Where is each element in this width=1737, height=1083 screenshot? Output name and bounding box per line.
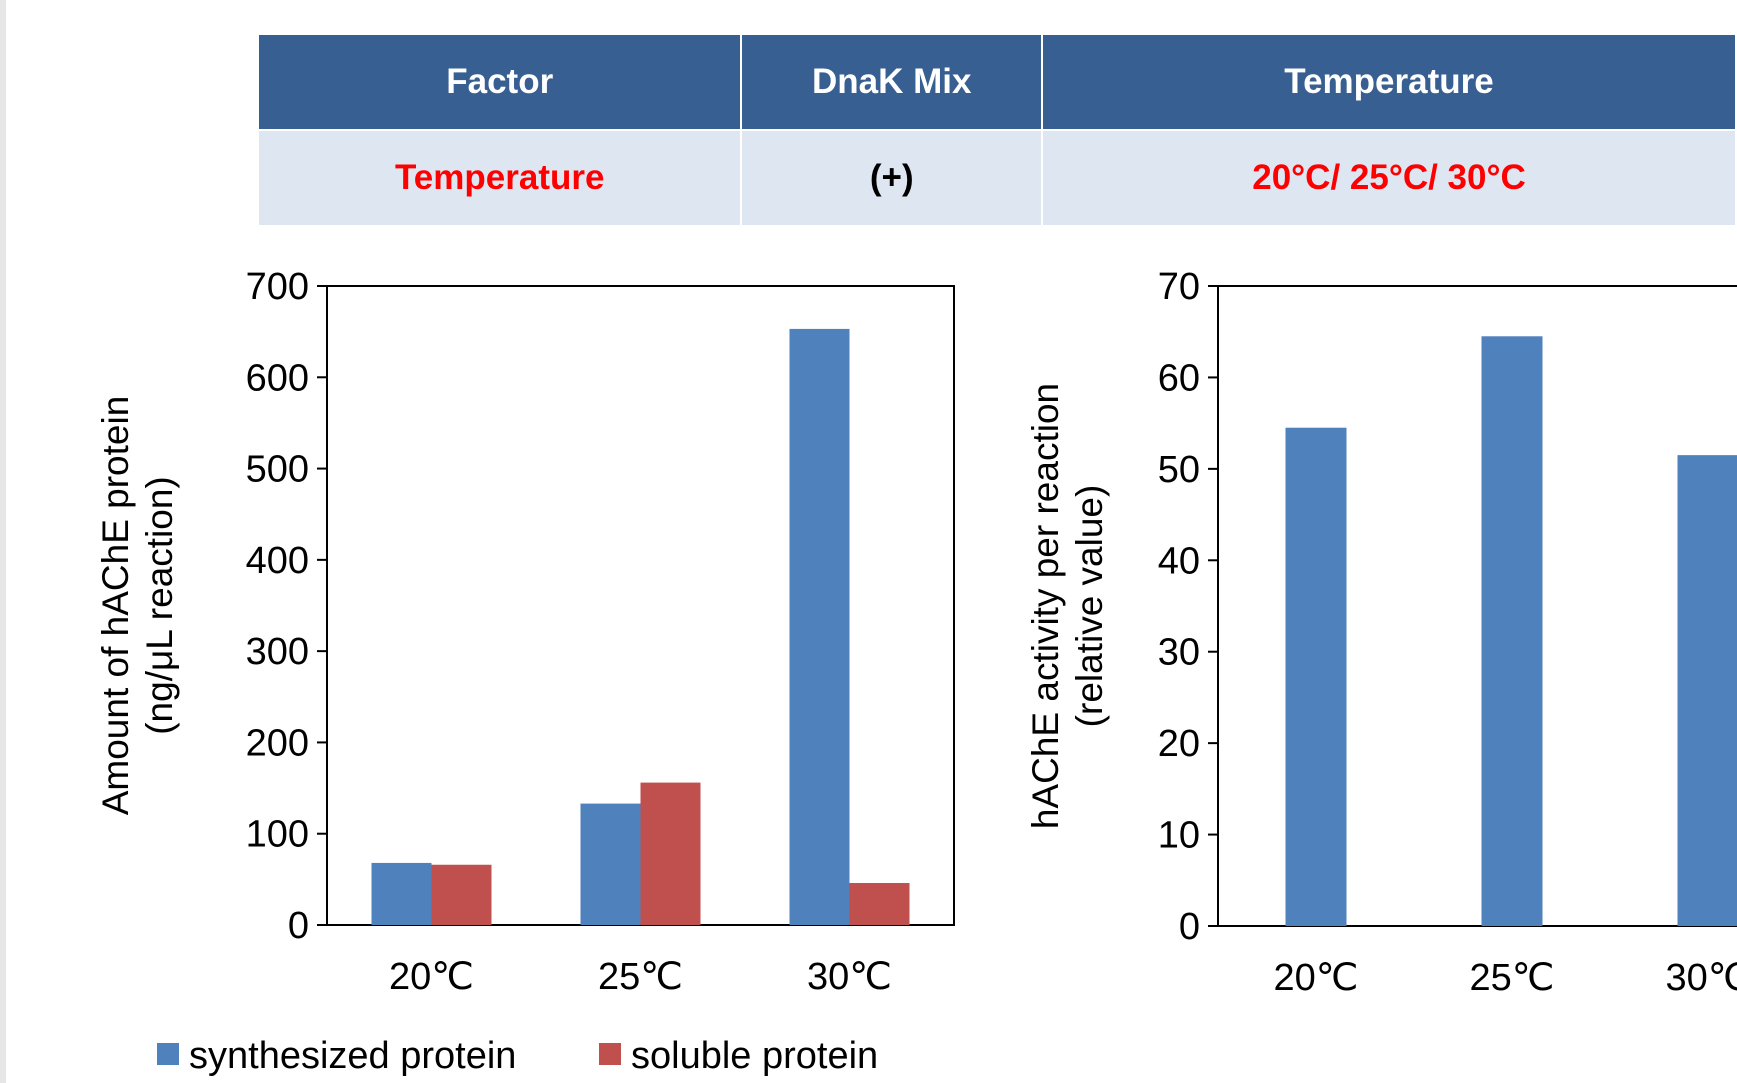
x-tick-label: 20℃: [389, 956, 474, 998]
bar-synthesized-protein-2: [789, 328, 850, 925]
y-axis-title: (relative value): [1069, 485, 1110, 728]
x-tick-label: 25℃: [598, 956, 683, 998]
left-border: [0, 0, 6, 1083]
factor-header: Factor: [256, 33, 743, 131]
legend: synthesized protein soluble protein: [157, 1035, 878, 1077]
legend-swatch: [599, 1043, 621, 1065]
y-tick-label: 60: [1158, 357, 1200, 399]
y-tick-label: 30: [1158, 632, 1200, 674]
y-tick-label: 70: [1158, 266, 1200, 308]
y-tick-label: 400: [246, 540, 309, 582]
legend-label: synthesized protein: [189, 1035, 516, 1077]
legend-label: soluble protein: [631, 1035, 878, 1077]
y-axis-title: (ng/μL reaction): [139, 476, 180, 735]
factor-table-row: Temperature (+) 20°C/ 25°C/ 30°C: [256, 129, 1737, 227]
dnak-mix-value: (+): [740, 129, 1044, 227]
temperature-header: Temperature: [1041, 33, 1737, 131]
y-tick-label: 20: [1158, 723, 1200, 765]
y-tick-label: 50: [1158, 449, 1200, 491]
bar-soluble-protein-0: [431, 864, 492, 925]
y-tick-label: 700: [246, 266, 309, 308]
protein-amount-chart: 0 100 200 300 400 500 600 700 Amount of hAChE pr…: [95, 266, 955, 1077]
factor-value: Temperature: [256, 129, 743, 227]
x-tick-label: 20℃: [1274, 957, 1359, 999]
y-tick-label: 40: [1158, 540, 1200, 582]
y-axis-title: Amount of hAChE protein: [95, 396, 136, 816]
y-tick-label: 0: [1179, 906, 1200, 948]
bar-soluble-protein-2: [849, 883, 910, 925]
bar-series-0-0: [1285, 427, 1347, 926]
bar-series-0-1: [1481, 336, 1543, 926]
legend-swatch: [157, 1043, 179, 1065]
bar-synthesized-protein-0: [371, 862, 432, 925]
bar-soluble-protein-1: [640, 782, 701, 925]
factor-table-header-row: Factor DnaK Mix Temperature: [256, 33, 1737, 131]
temperature-value: 20°C/ 25°C/ 30°C: [1041, 129, 1737, 227]
y-tick-label: 10: [1158, 815, 1200, 857]
y-tick-label: 200: [246, 722, 309, 764]
y-tick-label: 100: [246, 814, 309, 856]
y-tick-label: 0: [288, 905, 309, 947]
x-tick-label: 25℃: [1470, 957, 1555, 999]
y-tick-label: 600: [246, 357, 309, 399]
y-tick-label: 300: [246, 631, 309, 673]
factor-table: Factor DnaK Mix Temperature Temperature …: [256, 33, 1737, 227]
dnak-mix-header: DnaK Mix: [740, 33, 1044, 131]
bar-synthesized-protein-1: [580, 803, 641, 925]
y-axis-title: hAChE activity per reaction: [1025, 383, 1066, 829]
y-tick-label: 500: [246, 449, 309, 491]
x-tick-label: 30℃: [1666, 957, 1737, 999]
bar-series-0-2: [1677, 455, 1737, 926]
hache-activity-chart: 0 10 20 30 40 50 60 70 hAChE activity per reacti…: [1025, 266, 1737, 999]
x-tick-label: 30℃: [807, 956, 892, 998]
